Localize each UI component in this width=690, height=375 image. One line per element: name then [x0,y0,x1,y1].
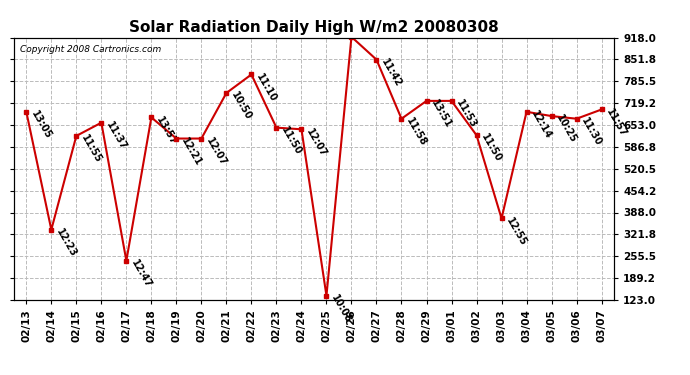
Text: 12:47: 12:47 [129,258,153,290]
Text: 11:58: 11:58 [404,116,428,148]
Text: 10:25: 10:25 [554,113,578,145]
Text: 12:23: 12:23 [54,227,78,259]
Title: Solar Radiation Daily High W/m2 20080308: Solar Radiation Daily High W/m2 20080308 [129,20,499,35]
Text: 12:07: 12:07 [204,136,228,168]
Text: 13:05: 13:05 [29,109,53,141]
Text: 11:37: 11:37 [104,120,128,152]
Text: Copyright 2008 Cartronics.com: Copyright 2008 Cartronics.com [20,45,161,54]
Text: 12:07: 12:07 [304,126,328,158]
Text: 12:19: 12:19 [0,374,1,375]
Text: 11:53: 11:53 [454,98,478,130]
Text: 12:14: 12:14 [529,109,553,141]
Text: 12:21: 12:21 [179,136,204,168]
Text: 11:57: 11:57 [604,107,629,138]
Text: 13:51: 13:51 [429,98,453,130]
Text: 11:42: 11:42 [380,57,404,89]
Text: 12:55: 12:55 [504,216,529,248]
Text: 10:08: 10:08 [329,293,353,325]
Text: 11:10: 11:10 [254,72,278,104]
Text: 11:50: 11:50 [279,125,304,157]
Text: 11:50: 11:50 [480,132,504,164]
Text: 13:57: 13:57 [154,115,178,147]
Text: 11:55: 11:55 [79,133,104,165]
Text: 11:30: 11:30 [580,116,604,148]
Text: 10:50: 10:50 [229,90,253,122]
